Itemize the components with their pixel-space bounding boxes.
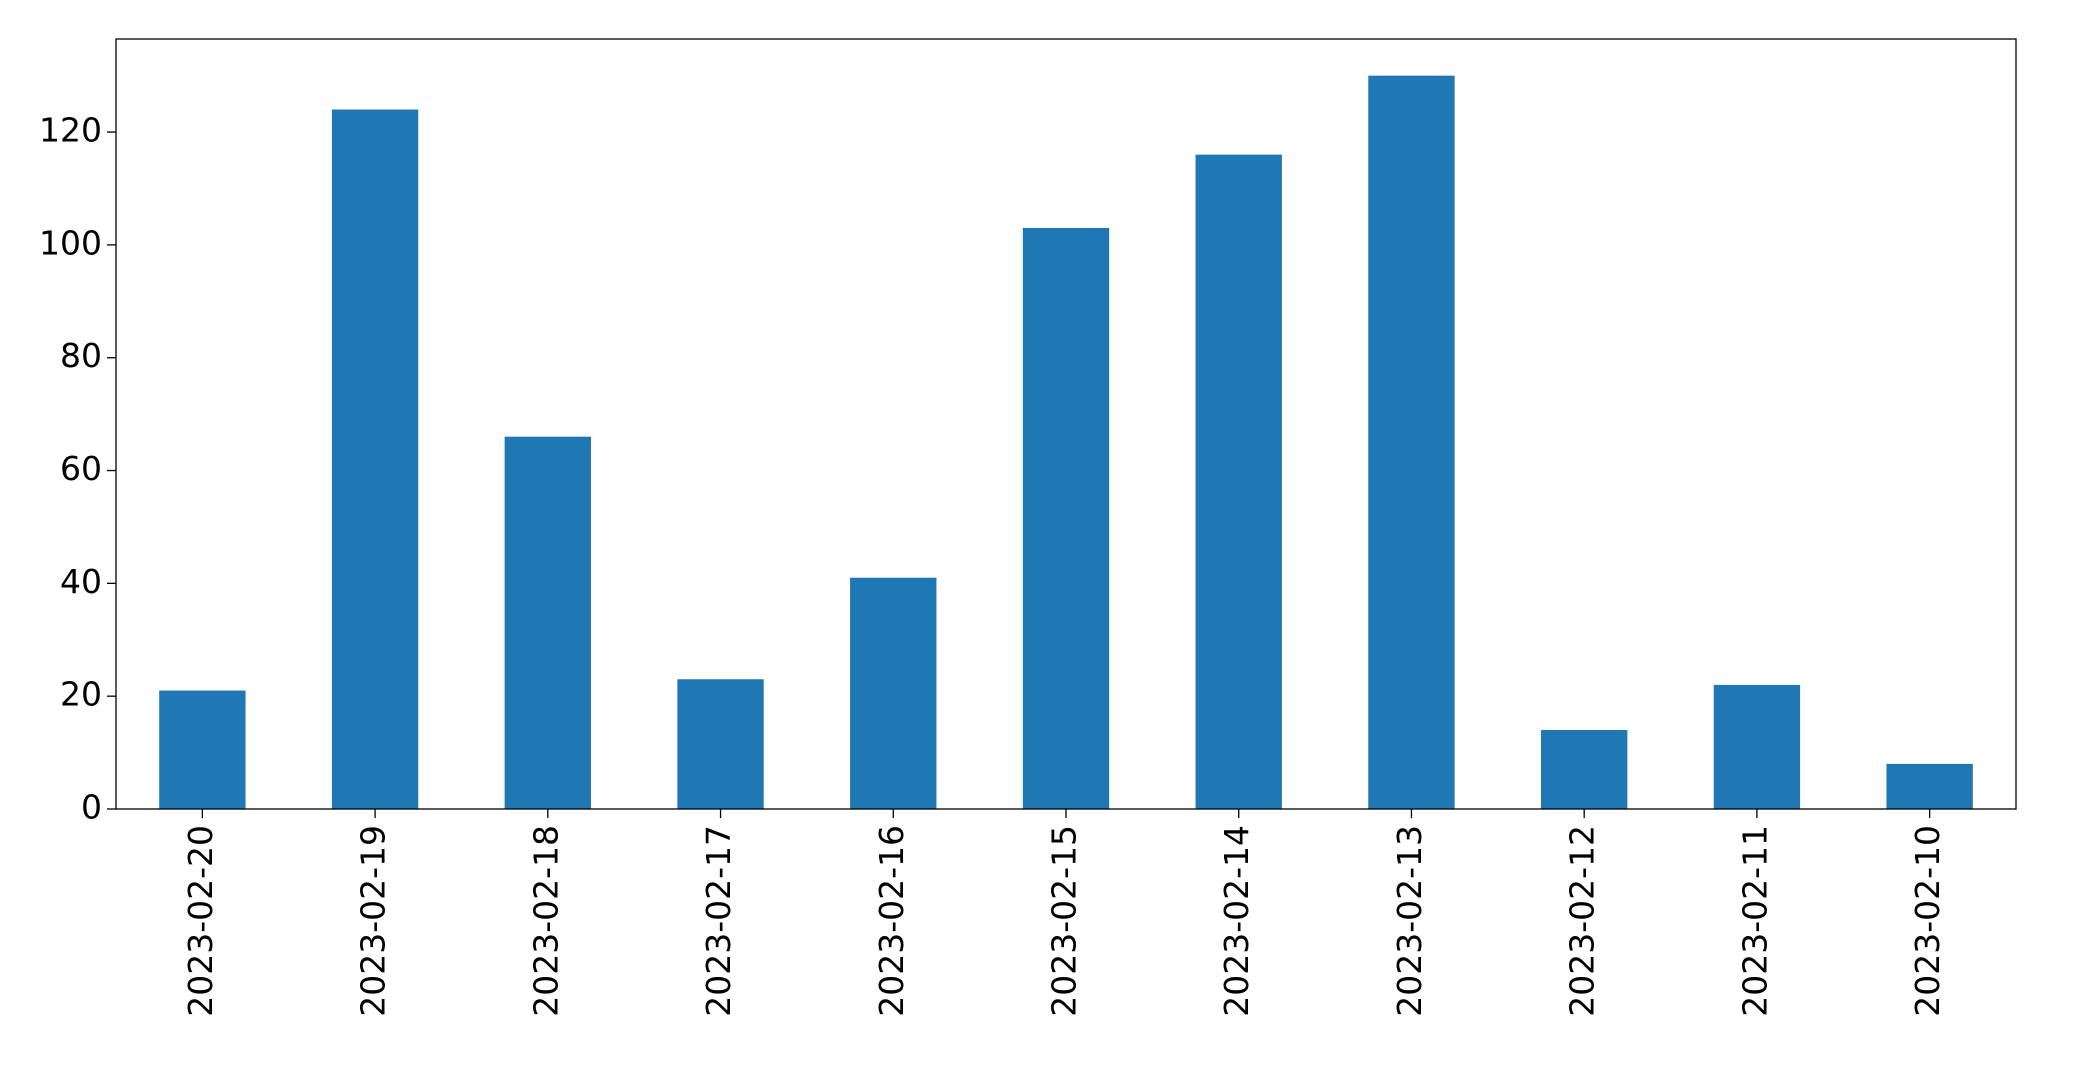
bar bbox=[1368, 75, 1455, 809]
bar bbox=[1713, 684, 1801, 809]
bar bbox=[159, 690, 246, 809]
bar bbox=[504, 436, 591, 809]
bar bbox=[850, 577, 937, 809]
bar bbox=[1195, 154, 1282, 810]
x-tick-label: 2023-02-18 bbox=[526, 825, 565, 1017]
x-tick-label: 2023-02-17 bbox=[699, 825, 738, 1017]
y-tick-label: 80 bbox=[60, 336, 102, 375]
y-tick-label: 120 bbox=[39, 111, 102, 150]
bar bbox=[1541, 730, 1628, 809]
x-tick-label: 2023-02-15 bbox=[1045, 825, 1084, 1017]
x-tick-label: 2023-02-13 bbox=[1390, 825, 1429, 1017]
x-tick-label: 2023-02-12 bbox=[1563, 825, 1602, 1017]
plot-frame bbox=[115, 38, 2017, 810]
bar bbox=[331, 109, 419, 809]
x-tick-label: 2023-02-10 bbox=[1908, 825, 1947, 1017]
x-tick-label: 2023-02-20 bbox=[181, 825, 220, 1017]
bar bbox=[1022, 227, 1110, 809]
y-tick-label: 100 bbox=[39, 223, 102, 262]
bar bbox=[1886, 763, 1973, 809]
y-tick-label: 60 bbox=[60, 449, 102, 488]
x-tick-label: 2023-02-11 bbox=[1735, 825, 1774, 1017]
x-tick-label: 2023-02-19 bbox=[354, 825, 393, 1017]
y-tick-label: 40 bbox=[60, 562, 102, 601]
y-tick-label: 0 bbox=[81, 788, 102, 827]
x-tick-label: 2023-02-14 bbox=[1217, 825, 1256, 1017]
bar bbox=[677, 679, 764, 809]
x-tick-label: 2023-02-16 bbox=[872, 825, 911, 1017]
y-tick-label: 20 bbox=[60, 675, 102, 714]
